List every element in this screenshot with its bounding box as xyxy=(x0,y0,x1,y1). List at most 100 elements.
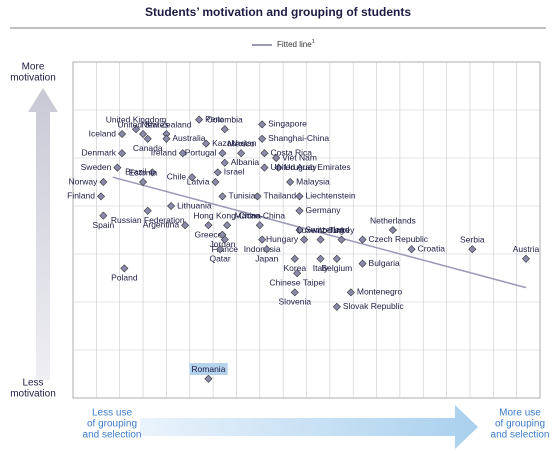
point xyxy=(213,168,222,177)
point-label: Shanghai-China xyxy=(268,133,329,143)
point xyxy=(220,235,229,244)
point xyxy=(258,235,267,244)
point-label: Peru xyxy=(205,114,223,124)
point xyxy=(272,153,281,163)
point xyxy=(468,245,477,254)
point-label: Canada xyxy=(133,143,163,153)
point xyxy=(316,254,325,263)
point xyxy=(211,177,220,187)
highlight-box xyxy=(189,363,228,376)
legend-note: 1 xyxy=(312,39,315,45)
legend-text: Fitted line xyxy=(277,40,312,49)
point-label: Russian Federation xyxy=(111,215,185,225)
point-label: Jordan xyxy=(209,239,235,249)
axis-caption: and selection xyxy=(491,430,550,441)
point-label: Bulgaria xyxy=(369,258,400,268)
point-label: Switzerland xyxy=(305,224,349,234)
point-label: Finland xyxy=(67,191,95,201)
point-label: Portugal xyxy=(185,147,217,157)
point-label: Brazil xyxy=(125,167,146,177)
point xyxy=(388,225,397,235)
point xyxy=(96,192,106,201)
point xyxy=(295,206,304,215)
point-label: Kazakhstan xyxy=(212,138,257,148)
point xyxy=(202,139,211,148)
point-label: Argentina xyxy=(143,219,180,229)
point xyxy=(332,302,341,311)
point-label: Hong Kong-China xyxy=(193,210,261,220)
point xyxy=(99,211,108,220)
point-label: Singapore xyxy=(268,119,307,129)
legend: Fitted line1 xyxy=(252,39,315,49)
point xyxy=(162,134,171,143)
point-label: Sweden xyxy=(81,162,112,172)
point-label: Latvia xyxy=(187,176,210,186)
axis-caption: More use xyxy=(499,408,541,419)
point xyxy=(143,206,152,215)
point-label: Liechtenstein xyxy=(305,191,355,201)
point xyxy=(148,168,157,177)
point xyxy=(258,134,267,143)
point-label: Qatar xyxy=(209,253,230,263)
point-label: Chile xyxy=(167,171,187,181)
point-label: Japan xyxy=(255,253,278,263)
point-label: Mexico xyxy=(228,138,255,148)
point-label: United States xyxy=(118,119,169,129)
point xyxy=(346,288,355,297)
point-label: Greece xyxy=(194,229,222,239)
point-label: Netherlands xyxy=(370,215,416,225)
point xyxy=(358,259,367,268)
point xyxy=(223,221,232,230)
point xyxy=(290,288,299,297)
point xyxy=(295,225,304,235)
point xyxy=(195,115,204,124)
point xyxy=(286,177,295,187)
point-label: Austria xyxy=(513,244,540,254)
point xyxy=(262,245,271,254)
point xyxy=(407,245,416,254)
point xyxy=(316,235,325,244)
point xyxy=(220,125,229,134)
axis-caption: Less use xyxy=(92,408,132,419)
point-label: Thailand xyxy=(263,191,296,201)
point-label: Lithuania xyxy=(177,200,212,210)
point xyxy=(139,129,148,139)
point xyxy=(260,149,269,158)
point xyxy=(204,374,213,383)
point xyxy=(99,177,108,187)
point-label: Costa Rica xyxy=(270,147,312,157)
point-label: Spain xyxy=(92,220,114,230)
point xyxy=(295,192,304,201)
point-label: Macao-China xyxy=(235,210,286,220)
point xyxy=(253,192,262,201)
point-label: Australia xyxy=(172,133,205,143)
point-label: Montenegro xyxy=(357,287,403,297)
axis-caption: and selection xyxy=(83,430,142,441)
point-label: Denmark xyxy=(82,147,117,157)
point-label: Germany xyxy=(305,205,341,215)
point xyxy=(118,149,127,158)
point xyxy=(218,192,227,201)
chart-title: Students’ motivation and grouping of stu… xyxy=(145,5,411,19)
point xyxy=(274,163,283,172)
axis-caption: of grouping xyxy=(87,419,137,430)
point-label: Luxembourg xyxy=(297,225,345,235)
point-label: Chinese Taipei xyxy=(269,277,325,287)
point-label: New Zealand xyxy=(141,119,191,129)
point xyxy=(218,149,227,158)
point xyxy=(293,269,302,278)
fitted-line xyxy=(112,176,527,289)
point xyxy=(120,264,129,273)
x-arrow xyxy=(140,405,478,449)
point-label: Turkey xyxy=(329,225,355,235)
point xyxy=(204,221,213,230)
axis-caption: motivation xyxy=(10,389,56,400)
point xyxy=(332,254,341,263)
legend-label: Fitted line1 xyxy=(277,39,315,49)
point-label: Korea xyxy=(283,263,306,273)
point-label: Colombia xyxy=(207,114,243,124)
point-label: Indonesia xyxy=(244,244,281,254)
axis-caption: Less xyxy=(22,378,43,389)
